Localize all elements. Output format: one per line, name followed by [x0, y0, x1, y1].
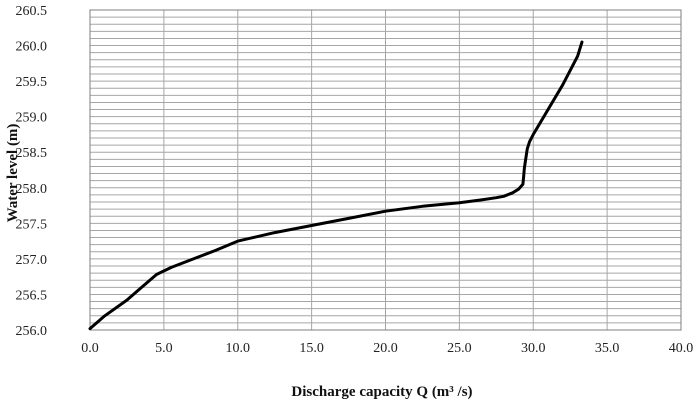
x-tick-label: 30.0: [521, 341, 546, 356]
y-tick-label: 257.0: [16, 253, 48, 268]
y-tick-label: 259.5: [16, 75, 48, 90]
plot-border: [89, 9, 682, 331]
series-line: [88, 40, 584, 331]
y-tick-labels: 256.0 256.5 257.0 257.5 258.0 258.5 259.0 259.5…: [16, 4, 48, 339]
series-layer: [88, 40, 584, 331]
x-tick-label: 25.0: [447, 341, 472, 356]
y-tick-label: 258.5: [16, 146, 48, 161]
x-tick-label: 0.0: [81, 341, 99, 356]
y-axis-title: Water level (m): [5, 124, 21, 223]
x-tick-label: 20.0: [373, 341, 398, 356]
y-tick-label: 258.0: [16, 182, 48, 197]
x-tick-label: 5.0: [155, 341, 173, 356]
y-tick-label: 256.0: [16, 324, 48, 339]
y-tick-label: 260.5: [16, 4, 48, 19]
x-tick-label: 10.0: [226, 341, 251, 356]
x-tick-label: 15.0: [299, 341, 324, 356]
x-tick-label: 35.0: [595, 341, 620, 356]
grid: [89, 9, 682, 331]
x-tick-labels: 0.0 5.0 10.0 15.0 20.0 25.0 30.0 35.0 40.0: [81, 341, 693, 356]
x-axis-title: Discharge capacity Q (m³ /s): [291, 384, 472, 400]
y-tick-label: 260.0: [16, 40, 48, 55]
y-tick-label: 257.5: [16, 217, 48, 232]
x-tick-label: 40.0: [669, 341, 694, 356]
y-tick-label: 256.5: [16, 288, 48, 303]
y-tick-label: 259.0: [16, 111, 48, 126]
